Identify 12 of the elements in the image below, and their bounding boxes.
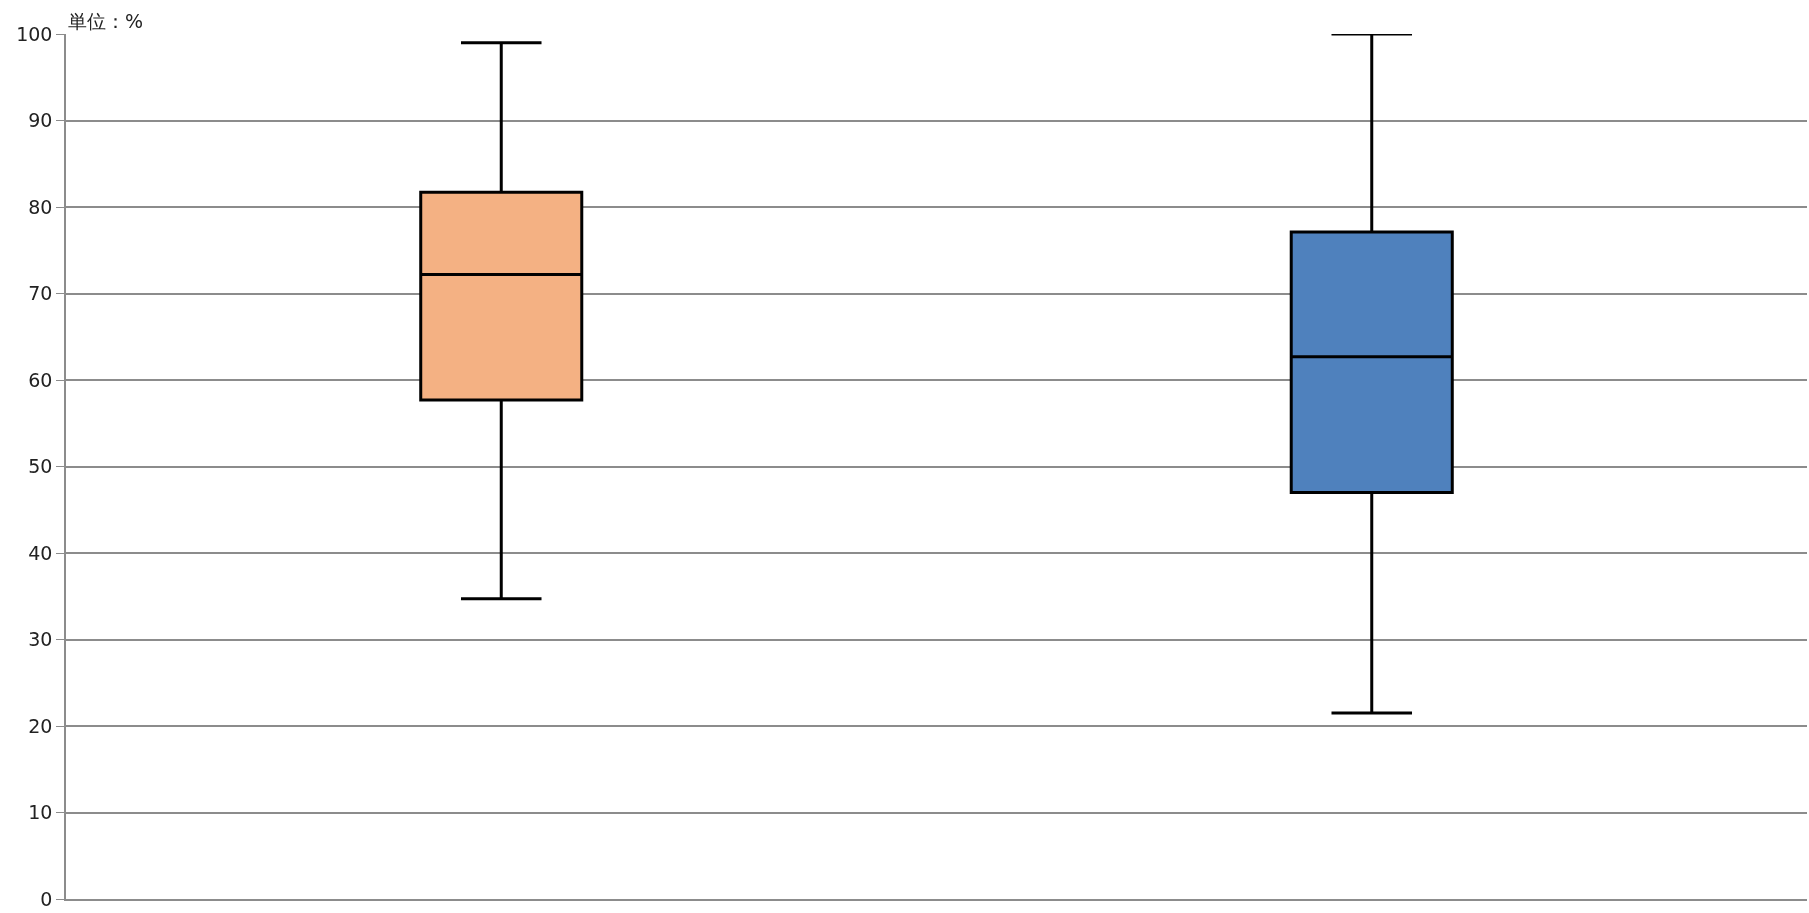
y-tick-label: 90 — [28, 109, 53, 132]
y-tick-label: 50 — [28, 455, 53, 478]
y-tick-label: 70 — [28, 282, 53, 305]
y-tick-label: 100 — [16, 22, 53, 45]
y-axis-title: 単位：% — [68, 10, 144, 32]
y-tick-label: 20 — [28, 714, 53, 737]
y-tick-label: 30 — [28, 628, 53, 651]
y-tick-label: 0 — [40, 887, 53, 910]
y-tick-label: 10 — [28, 801, 53, 824]
y-tick-label: 40 — [28, 541, 53, 564]
y-tick-label: 60 — [28, 368, 53, 391]
y-tick-label: 80 — [28, 195, 53, 218]
